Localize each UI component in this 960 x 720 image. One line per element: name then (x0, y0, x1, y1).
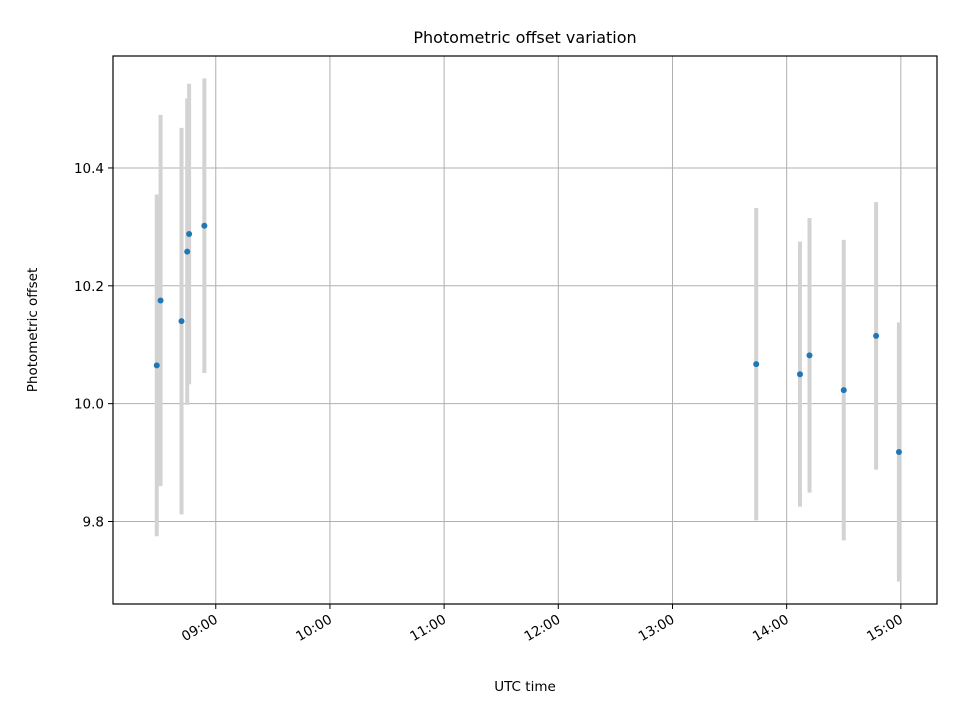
data-point (157, 297, 164, 304)
y-tick-label: 10.4 (74, 161, 104, 177)
y-tick-label: 9.8 (83, 515, 104, 531)
data-point (873, 332, 880, 339)
data-point (186, 230, 193, 237)
plot-frame (112, 55, 938, 605)
y-axis: 9.8 10.0 10.2 10.4 (74, 161, 113, 531)
data-point (153, 362, 160, 369)
data-point (895, 448, 902, 455)
y-axis-label: Photometric offset (25, 268, 41, 392)
data-point (806, 352, 813, 359)
data-point (796, 371, 803, 378)
chart-title: Photometric offset variation (413, 28, 636, 47)
y-tick-label: 10.0 (74, 397, 104, 413)
data-points (153, 222, 902, 455)
data-point (753, 361, 760, 368)
data-point (178, 318, 185, 325)
data-point (201, 222, 208, 229)
y-tick-label: 10.2 (74, 279, 104, 295)
data-point (840, 387, 847, 394)
x-axis-label: UTC time (494, 679, 556, 695)
data-point (184, 248, 191, 255)
